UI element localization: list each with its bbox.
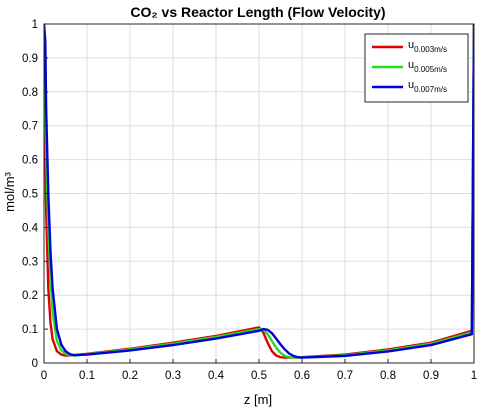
y-tick-label: 0.4 (22, 222, 39, 234)
x-tick-label: 0.4 (208, 370, 225, 382)
chart-title: CO₂ vs Reactor Length (Flow Velocity) (130, 4, 385, 20)
plot-area (44, 24, 474, 359)
y-tick-label: 0.5 (22, 189, 38, 201)
y-tick-label: 0.8 (22, 87, 38, 99)
x-tick-label: 1 (471, 370, 477, 382)
legend-label-1: u0.003m/s (408, 39, 447, 54)
y-tick-label: 0.1 (22, 324, 38, 336)
y-tick-label: 0.7 (22, 121, 38, 133)
x-tick-label: 0.8 (380, 370, 396, 382)
x-axis-label: z [m] (244, 392, 272, 407)
x-tick-label: 0.5 (251, 370, 267, 382)
x-axis-ticks: 0 0.1 0.2 0.3 0.4 0.5 0.6 0.7 0.8 0.9 1 (41, 359, 477, 382)
y-tick-label: 0.6 (22, 155, 38, 167)
x-tick-label: 0.3 (165, 370, 181, 382)
series-line-3 (44, 24, 474, 359)
x-tick-label: 0.2 (122, 370, 138, 382)
x-tick-label: 0.1 (79, 370, 95, 382)
y-tick-label: 1 (32, 19, 38, 31)
y-tick-label: 0.3 (22, 256, 38, 268)
x-tick-label: 0 (41, 370, 47, 382)
legend-label-2: u0.005m/s (408, 59, 447, 74)
x-tick-label: 0.7 (337, 370, 353, 382)
y-axis-ticks: 0 0.1 0.2 0.3 0.4 0.5 0.6 0.7 0.8 0.9 1 (22, 19, 48, 370)
legend-label-3: u0.007m/s (408, 79, 447, 94)
x-tick-label: 0.6 (294, 370, 310, 382)
y-tick-label: 0 (32, 358, 38, 370)
y-tick-label: 0.9 (22, 53, 38, 65)
x-tick-label: 0.9 (423, 370, 439, 382)
y-tick-label: 0.2 (22, 290, 38, 302)
legend: u0.003m/s u0.005m/s u0.007m/s (364, 33, 469, 103)
y-axis-label: mol/m³ (2, 171, 17, 211)
